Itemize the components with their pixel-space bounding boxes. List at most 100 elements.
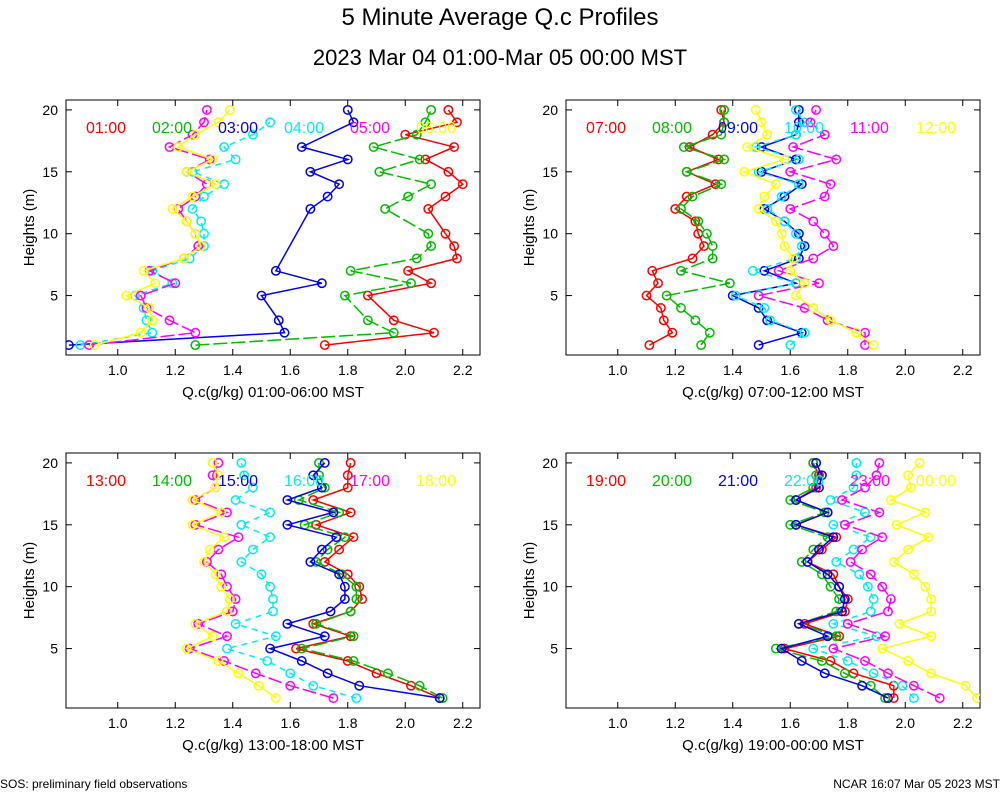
data-point [779,154,790,165]
data-point [270,631,281,642]
data-point [644,340,655,351]
data-point [199,556,209,567]
y-axis-label: Heights (m) [521,542,538,620]
data-point [701,228,712,239]
data-point [796,656,807,666]
plot-area [181,457,448,704]
data-point [164,315,175,326]
data-point [230,154,241,165]
data-point [426,278,437,289]
data-point [193,618,204,629]
data-point [877,643,888,654]
data-point [239,470,250,481]
data-point [319,340,330,351]
panel-1: 1.0 1.2 1.4 1.6 1.8 2.0 2.2 5 10 15 20 Q.c(g/kg) 01… [21,99,481,401]
data-point [670,203,681,214]
data-point [747,265,758,276]
x-tick-label: 1.0 [608,715,628,731]
series-line-1400 [296,462,443,699]
data-point [934,693,945,704]
data-point [222,643,232,654]
data-point [647,265,658,276]
x-tick-label: 1.0 [108,362,128,378]
data-point [345,265,356,276]
data-point [808,643,819,654]
data-point [742,142,753,152]
data-point [213,656,224,666]
x-tick-label: 2.2 [953,362,973,378]
data-point [785,265,796,276]
series-line-1800 [184,462,277,699]
data-point [319,631,330,642]
chart-title: 5 Minute Average Q.c Profiles [341,4,659,31]
data-point [210,179,221,190]
series-line-0800 [664,109,731,346]
data-point [368,142,379,152]
data-point [676,265,686,276]
data-point [799,117,810,128]
data-point [793,154,804,165]
data-point [400,129,411,140]
data-point [808,253,819,264]
data-point [256,569,267,580]
data-point [676,203,686,214]
data-point [342,154,353,165]
data-point [403,265,414,276]
data-point [348,656,359,666]
data-point [181,216,192,227]
data-point [354,581,365,592]
data-point [207,631,218,642]
data-point [719,117,730,128]
data-point [868,594,879,605]
data-point [219,532,230,543]
data-point [170,278,181,289]
data-point [201,556,212,567]
x-tick-label: 2.2 [953,715,973,731]
data-point [423,228,434,239]
data-point [814,278,824,289]
data-point [842,618,853,629]
data-point [704,327,715,338]
data-point [920,507,931,518]
data-point [345,507,356,518]
data-point [785,166,796,177]
data-point [210,482,221,493]
data-point [262,656,273,666]
data-point [253,680,264,691]
x-tick-label: 1.6 [281,715,301,731]
legend-label: 09:00 [718,120,758,137]
data-point [822,569,833,580]
data-point [345,606,356,617]
data-point [693,216,704,227]
data-point [885,495,896,505]
plot-area [66,104,468,351]
data-point [449,241,460,252]
panel-3: 1.0 1.2 1.4 1.6 1.8 2.0 2.2 5 10 15 20 Q.c(g/kg) 13… [21,452,481,754]
data-point [334,544,345,555]
data-point [233,668,244,679]
data-point [791,495,801,505]
x-tick-label: 2.0 [396,362,416,378]
data-point [314,470,324,481]
data-point [316,544,327,555]
data-point [443,104,454,115]
data-point [201,104,212,115]
x-tick-label: 1.8 [338,362,358,378]
data-point [339,581,350,592]
data-point [923,532,934,543]
data-point [190,327,201,338]
x-tick-label: 1.4 [723,715,743,731]
data-point [759,191,770,202]
data-point [828,618,839,629]
data-point [236,519,247,530]
data-point [193,241,204,252]
data-point [839,519,850,530]
y-tick-label: 15 [42,517,58,533]
data-point [362,290,373,301]
data-point [213,457,224,468]
data-point [224,104,235,115]
data-point [457,179,468,190]
data-point [776,191,787,202]
data-point [808,482,819,493]
data-point [785,203,796,214]
